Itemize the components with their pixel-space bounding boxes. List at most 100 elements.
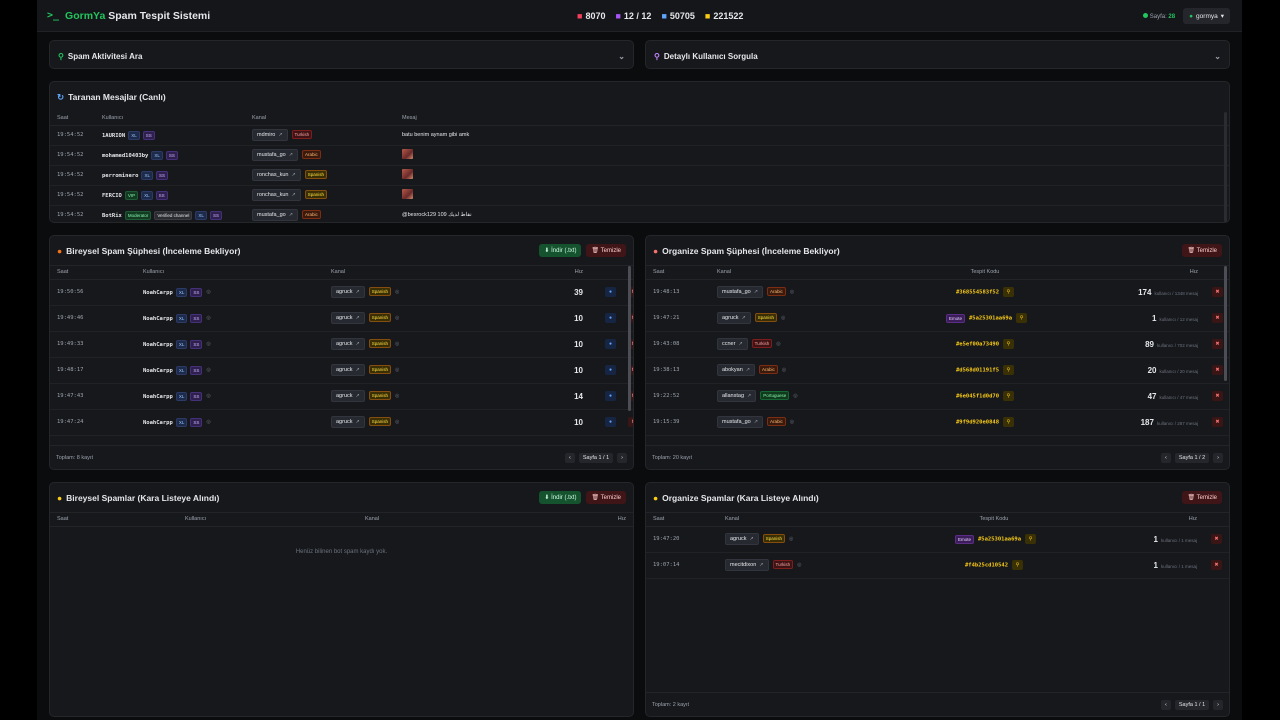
detection-code[interactable]: #6e045f1d0d70 bbox=[955, 393, 1000, 400]
history-icon[interactable]: ◎ bbox=[394, 341, 400, 347]
detection-code[interactable]: #5a25301aa69a bbox=[977, 536, 1022, 543]
history-icon[interactable]: ◎ bbox=[394, 367, 400, 373]
username[interactable]: FERCIO bbox=[102, 192, 122, 199]
username[interactable]: NoahCarpp bbox=[143, 341, 173, 348]
history-icon[interactable]: ◎ bbox=[781, 367, 787, 373]
history-icon[interactable]: ◎ bbox=[789, 419, 795, 425]
chat-icon[interactable]: ● bbox=[605, 391, 616, 401]
detection-code[interactable]: #d568d01191f5 bbox=[955, 367, 1000, 374]
external-link-icon[interactable]: ↗ bbox=[288, 212, 293, 218]
chat-icon[interactable]: ● bbox=[605, 417, 616, 427]
prev-page-button[interactable]: ‹ bbox=[1161, 699, 1171, 710]
external-link-icon[interactable]: ↗ bbox=[745, 367, 750, 373]
detection-code[interactable]: #5a25301aa69a bbox=[968, 315, 1013, 322]
channel-link[interactable]: agruck ↗ bbox=[331, 364, 365, 376]
search-activity-panel[interactable]: ⚲ Spam Aktivitesi Ara ⌄ bbox=[49, 40, 634, 69]
history-icon[interactable]: ◎ bbox=[394, 419, 400, 425]
delete-icon[interactable]: ✖ bbox=[1212, 417, 1223, 427]
external-link-icon[interactable]: ↗ bbox=[747, 393, 752, 399]
channel-link[interactable]: ronchas_kun ↗ bbox=[252, 169, 301, 181]
search-icon[interactable]: ⚲ bbox=[1003, 365, 1015, 375]
delete-icon[interactable]: ✖ bbox=[1211, 560, 1222, 570]
username[interactable]: mohamed10403by bbox=[102, 152, 149, 159]
prev-page-button[interactable]: ‹ bbox=[1161, 452, 1171, 463]
chevron-down-icon[interactable]: ⌄ bbox=[618, 51, 625, 61]
search-activity-header[interactable]: ⚲ Spam Aktivitesi Ara ⌄ bbox=[58, 51, 625, 61]
external-link-icon[interactable]: ↗ bbox=[753, 419, 758, 425]
history-icon[interactable]: ◎ bbox=[797, 562, 802, 568]
external-link-icon[interactable]: ↗ bbox=[738, 341, 743, 347]
search-icon[interactable]: ⚲ bbox=[1003, 417, 1015, 427]
chat-icon[interactable]: ● bbox=[605, 287, 616, 297]
clear-button[interactable]: 🗑 Temizle bbox=[586, 244, 626, 257]
user-query-panel[interactable]: ⚲ Detaylı Kullanıcı Sorgula ⌄ bbox=[645, 40, 1230, 69]
channel-link[interactable]: mustafa_go ↗ bbox=[252, 209, 298, 221]
user-menu-button[interactable]: ● gormya ▾ bbox=[1183, 8, 1230, 24]
username[interactable]: NoahCarpp bbox=[143, 367, 173, 374]
channel-link[interactable]: ccner ↗ bbox=[717, 338, 748, 350]
detection-code[interactable]: #f4b25cd10542 bbox=[964, 562, 1009, 569]
delete-icon[interactable]: ✖ bbox=[1212, 339, 1223, 349]
username[interactable]: perrominero bbox=[102, 172, 139, 179]
history-icon[interactable]: ◎ bbox=[206, 419, 211, 426]
external-link-icon[interactable]: ↗ bbox=[741, 315, 746, 321]
delete-icon[interactable]: ✖ bbox=[1212, 287, 1223, 297]
channel-link[interactable]: mecitdixon ↗ bbox=[725, 559, 769, 571]
external-link-icon[interactable]: ↗ bbox=[355, 419, 360, 425]
chevron-down-icon[interactable]: ⌄ bbox=[1214, 51, 1221, 61]
history-icon[interactable]: ◎ bbox=[789, 289, 795, 295]
search-icon[interactable]: ⚲ bbox=[1003, 287, 1015, 297]
channel-link[interactable]: mustafa_go ↗ bbox=[717, 286, 763, 298]
history-icon[interactable]: ◎ bbox=[394, 393, 400, 399]
history-icon[interactable]: ◎ bbox=[206, 341, 211, 348]
clear-button[interactable]: 🗑 Temizle bbox=[1182, 491, 1222, 504]
next-page-button[interactable]: › bbox=[1213, 452, 1223, 463]
external-link-icon[interactable]: ↗ bbox=[288, 152, 293, 158]
channel-link[interactable]: agruck ↗ bbox=[331, 390, 365, 402]
channel-link[interactable]: agruck ↗ bbox=[331, 416, 365, 428]
search-icon[interactable]: ⚲ bbox=[1025, 534, 1037, 544]
delete-icon[interactable]: ✖ bbox=[1212, 391, 1223, 401]
next-page-button[interactable]: › bbox=[617, 452, 627, 463]
external-link-icon[interactable]: ↗ bbox=[355, 367, 360, 373]
channel-link[interactable]: agruck ↗ bbox=[717, 312, 751, 324]
history-icon[interactable]: ◎ bbox=[394, 289, 400, 295]
delete-icon[interactable]: ✖ bbox=[1212, 365, 1223, 375]
scrollbar[interactable] bbox=[1224, 112, 1227, 222]
clear-button[interactable]: 🗑 Temizle bbox=[1182, 244, 1222, 257]
external-link-icon[interactable]: ↗ bbox=[291, 172, 296, 178]
external-link-icon[interactable]: ↗ bbox=[355, 289, 360, 295]
external-link-icon[interactable]: ↗ bbox=[278, 132, 283, 138]
delete-icon[interactable]: ✖ bbox=[1212, 313, 1223, 323]
delete-icon[interactable]: ✖ bbox=[1211, 534, 1222, 544]
detection-code[interactable]: #368554583f52 bbox=[955, 289, 1000, 296]
history-icon[interactable]: ◎ bbox=[206, 315, 211, 322]
brand[interactable]: >_ GormYa Spam Tespit Sistemi bbox=[47, 10, 347, 22]
channel-link[interactable]: agruck ↗ bbox=[331, 286, 365, 298]
history-icon[interactable]: ◎ bbox=[206, 393, 211, 400]
clear-button[interactable]: 🗑 Temizle bbox=[586, 491, 626, 504]
external-link-icon[interactable]: ↗ bbox=[759, 562, 764, 568]
external-link-icon[interactable]: ↗ bbox=[355, 315, 360, 321]
username[interactable]: NoahCarpp bbox=[143, 393, 173, 400]
next-page-button[interactable]: › bbox=[1213, 699, 1223, 710]
username[interactable]: BotRix bbox=[102, 212, 122, 219]
channel-link[interactable]: agruck ↗ bbox=[331, 338, 365, 350]
download-button[interactable]: ⬇ İndir (.txt) bbox=[539, 491, 582, 504]
delete-icon[interactable]: ✖ bbox=[628, 417, 633, 427]
search-icon[interactable]: ⚲ bbox=[1012, 560, 1024, 570]
search-icon[interactable]: ⚲ bbox=[1016, 313, 1028, 323]
external-link-icon[interactable]: ↗ bbox=[291, 192, 296, 198]
prev-page-button[interactable]: ‹ bbox=[565, 452, 575, 463]
chat-icon[interactable]: ● bbox=[605, 313, 616, 323]
channel-link[interactable]: mustafa_go ↗ bbox=[252, 149, 298, 161]
external-link-icon[interactable]: ↗ bbox=[753, 289, 758, 295]
search-icon[interactable]: ⚲ bbox=[1003, 391, 1015, 401]
username[interactable]: NoahCarpp bbox=[143, 315, 173, 322]
channel-link[interactable]: agruck ↗ bbox=[725, 533, 759, 545]
scrollbar[interactable] bbox=[1224, 266, 1227, 381]
history-icon[interactable]: ◎ bbox=[206, 367, 211, 374]
scrollbar[interactable] bbox=[628, 266, 631, 411]
history-icon[interactable]: ◎ bbox=[776, 341, 781, 347]
channel-link[interactable]: mdmiro ↗ bbox=[252, 129, 288, 141]
